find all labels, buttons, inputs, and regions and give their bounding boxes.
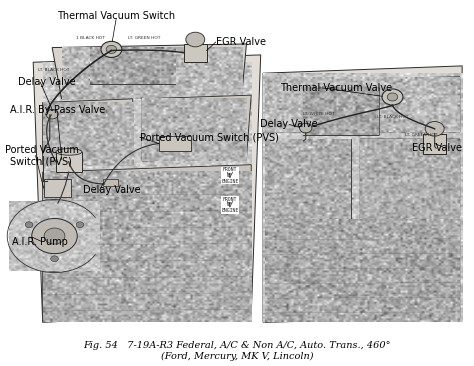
Circle shape: [44, 228, 65, 244]
Text: Ported Vacuum Switch (PVS): Ported Vacuum Switch (PVS): [140, 132, 279, 142]
Text: Thermal Vacuum Switch: Thermal Vacuum Switch: [57, 11, 175, 22]
Circle shape: [425, 122, 444, 136]
Circle shape: [186, 32, 205, 47]
Text: Delay Valve: Delay Valve: [83, 185, 141, 195]
Text: Fig. 54   7-19A-R3 Federal, A/C & Non A/C, Auto. Trans., 460°: Fig. 54 7-19A-R3 Federal, A/C & Non A/C,…: [83, 341, 391, 350]
Polygon shape: [25, 251, 49, 270]
Polygon shape: [303, 88, 379, 135]
Polygon shape: [56, 152, 82, 172]
Polygon shape: [18, 203, 43, 221]
Polygon shape: [43, 165, 251, 322]
Polygon shape: [10, 229, 32, 250]
Circle shape: [300, 123, 312, 133]
Circle shape: [32, 219, 77, 254]
Polygon shape: [33, 55, 261, 322]
Polygon shape: [265, 220, 460, 322]
Bar: [44, 179, 71, 197]
Polygon shape: [77, 223, 99, 243]
Text: EGR Valve: EGR Valve: [412, 143, 462, 153]
Text: FRONT
OF
ENGINE: FRONT OF ENGINE: [221, 167, 238, 184]
Ellipse shape: [56, 149, 82, 155]
Text: Delay Valve: Delay Valve: [260, 119, 318, 130]
Text: (Ford, Mercury, MK V, Lincoln): (Ford, Mercury, MK V, Lincoln): [161, 352, 313, 361]
Circle shape: [51, 256, 58, 262]
Bar: [423, 134, 446, 154]
Polygon shape: [263, 66, 462, 322]
Polygon shape: [60, 202, 84, 221]
Circle shape: [101, 41, 122, 57]
Text: Ported Vacuum: Ported Vacuum: [5, 145, 79, 155]
Text: LT. GREEN HOT: LT. GREEN HOT: [128, 36, 160, 40]
Text: LT. BLACK HOT: LT. BLACK HOT: [38, 68, 69, 71]
Text: Switch (PVS): Switch (PVS): [10, 156, 73, 166]
Bar: [19, 18, 261, 333]
Polygon shape: [43, 99, 133, 165]
Polygon shape: [90, 48, 175, 84]
Bar: [159, 136, 191, 151]
Bar: [251, 55, 469, 333]
Text: EGR Valve: EGR Valve: [216, 37, 265, 47]
Circle shape: [9, 201, 100, 271]
Text: Thermal Vacuum Valve: Thermal Vacuum Valve: [280, 83, 392, 93]
Polygon shape: [66, 251, 91, 269]
Text: Delay Valve: Delay Valve: [18, 77, 76, 87]
Circle shape: [25, 222, 33, 228]
Polygon shape: [142, 95, 251, 161]
Text: LT. WHITE HOT: LT. WHITE HOT: [303, 112, 335, 116]
Text: LT. BLACK HOT: LT. BLACK HOT: [377, 115, 408, 119]
Circle shape: [106, 45, 117, 53]
Text: A.I.R. Pump: A.I.R. Pump: [12, 236, 68, 247]
Text: LT. GREEN HOT: LT. GREEN HOT: [405, 134, 438, 137]
Circle shape: [76, 222, 84, 228]
Circle shape: [387, 93, 398, 101]
Text: BLACK HOT: BLACK HOT: [313, 86, 337, 90]
Text: 1 BLACK HOT: 1 BLACK HOT: [76, 37, 105, 40]
Bar: [184, 44, 207, 62]
Circle shape: [382, 89, 403, 105]
Text: FRONT
OF
ENGINE: FRONT OF ENGINE: [221, 197, 238, 213]
Polygon shape: [265, 77, 460, 132]
Circle shape: [46, 109, 58, 119]
Bar: [103, 179, 118, 186]
Polygon shape: [52, 44, 246, 99]
Text: A.I.R. By-Pass Valve: A.I.R. By-Pass Valve: [10, 105, 106, 115]
Polygon shape: [360, 139, 460, 220]
Polygon shape: [265, 139, 351, 220]
